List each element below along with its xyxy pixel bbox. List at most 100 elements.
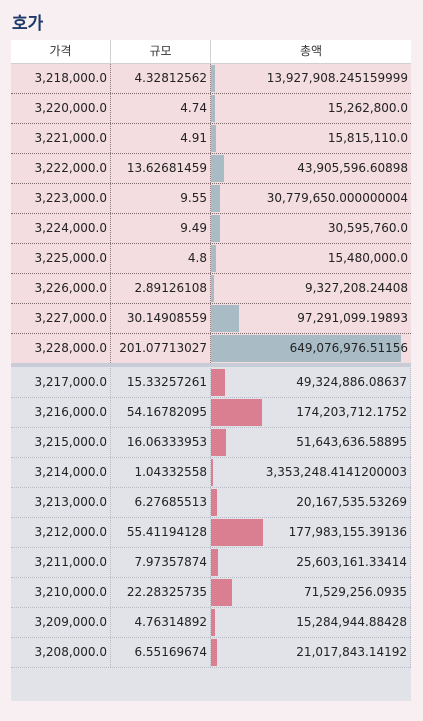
total-value: 51,643,636.58895	[296, 435, 407, 449]
size-cell: 1.04332558	[111, 458, 211, 487]
price-cell: 3,213,000.0	[11, 488, 111, 517]
orderbook-table: 가격 규모 총액 3,218,000.0 4.32812562 13,927,908…	[11, 40, 411, 701]
depth-bar	[211, 429, 226, 456]
table-header: 가격 규모 총액	[11, 40, 411, 64]
total-value: 30,595,760.0	[327, 221, 408, 235]
size-cell: 201.07713027	[111, 334, 211, 363]
table-row[interactable]: 3,224,000.0 9.49 30,595,760.0	[11, 214, 411, 244]
total-value: 49,324,886.08637	[296, 375, 407, 389]
table-row[interactable]: 3,223,000.0 9.55 30,779,650.000000004	[11, 184, 411, 214]
total-value: 649,076,976.51156	[289, 341, 408, 355]
table-row[interactable]: 3,216,000.0 54.16782095 174,203,712.1752	[11, 398, 411, 428]
depth-bar	[211, 399, 262, 426]
total-value: 15,815,110.0	[327, 131, 408, 145]
depth-bar	[211, 245, 216, 272]
total-cell: 43,905,596.60898	[211, 154, 411, 183]
price-cell: 3,225,000.0	[11, 244, 111, 273]
table-row[interactable]: 3,228,000.0 201.07713027 649,076,976.51156	[11, 334, 411, 364]
table-row[interactable]: 3,222,000.0 13.62681459 43,905,596.60898	[11, 154, 411, 184]
size-cell: 9.55	[111, 184, 211, 213]
depth-bar	[211, 95, 215, 122]
table-row[interactable]: 3,217,000.0 15.33257261 49,324,886.08637	[11, 368, 411, 398]
size-cell: 16.06333953	[111, 428, 211, 457]
size-cell: 54.16782095	[111, 398, 211, 427]
table-row[interactable]: 3,226,000.0 2.89126108 9,327,208.24408	[11, 274, 411, 304]
total-value: 25,603,161.33414	[296, 555, 407, 569]
total-cell: 649,076,976.51156	[211, 334, 411, 363]
total-cell: 15,262,800.0	[211, 94, 411, 123]
size-cell: 4.76314892	[111, 608, 211, 637]
depth-bar	[211, 549, 218, 576]
total-value: 97,291,099.19893	[297, 311, 408, 325]
total-cell: 174,203,712.1752	[211, 398, 411, 427]
size-cell: 4.91	[111, 124, 211, 153]
total-cell: 177,983,155.39136	[211, 518, 411, 547]
size-cell: 4.8	[111, 244, 211, 273]
depth-bar	[211, 155, 224, 182]
total-value: 15,262,800.0	[327, 101, 408, 115]
total-value: 20,167,535.53269	[296, 495, 407, 509]
price-cell: 3,222,000.0	[11, 154, 111, 183]
ask-bid-divider	[11, 363, 411, 367]
total-cell: 30,595,760.0	[211, 214, 411, 243]
total-cell: 20,167,535.53269	[211, 488, 411, 517]
depth-bar	[211, 275, 214, 302]
total-cell: 97,291,099.19893	[211, 304, 411, 333]
total-value: 9,327,208.24408	[304, 281, 408, 295]
table-row[interactable]: 3,220,000.0 4.74 15,262,800.0	[11, 94, 411, 124]
depth-bar	[211, 185, 220, 212]
price-cell: 3,228,000.0	[11, 334, 111, 363]
depth-bar	[211, 519, 263, 546]
table-row[interactable]: 3,214,000.0 1.04332558 3,353,248.414120000…	[11, 458, 411, 488]
table-row[interactable]: 3,212,000.0 55.41194128 177,983,155.39136	[11, 518, 411, 548]
total-cell: 9,327,208.24408	[211, 274, 411, 303]
price-cell: 3,220,000.0	[11, 94, 111, 123]
ask-rows: 3,218,000.0 4.32812562 13,927,908.24515999…	[11, 64, 411, 364]
size-cell: 13.62681459	[111, 154, 211, 183]
depth-bar	[211, 305, 239, 332]
price-cell: 3,218,000.0	[11, 64, 111, 93]
total-cell: 3,353,248.4141200003	[211, 458, 411, 487]
table-row[interactable]: 3,210,000.0 22.28325735 71,529,256.0935	[11, 578, 411, 608]
table-row[interactable]: 3,218,000.0 4.32812562 13,927,908.24515999…	[11, 64, 411, 94]
price-cell: 3,223,000.0	[11, 184, 111, 213]
total-cell: 15,815,110.0	[211, 124, 411, 153]
table-row[interactable]: 3,215,000.0 16.06333953 51,643,636.58895	[11, 428, 411, 458]
total-cell: 15,284,944.88428	[211, 608, 411, 637]
price-cell: 3,224,000.0	[11, 214, 111, 243]
table-row[interactable]: 3,213,000.0 6.27685513 20,167,535.53269	[11, 488, 411, 518]
table-row[interactable]: 3,211,000.0 7.97357874 25,603,161.33414	[11, 548, 411, 578]
price-cell: 3,227,000.0	[11, 304, 111, 333]
orderbook-title: 호가	[12, 14, 44, 34]
size-cell: 4.74	[111, 94, 211, 123]
total-value: 13,927,908.245159999	[266, 71, 408, 85]
price-cell: 3,210,000.0	[11, 578, 111, 607]
size-cell: 6.55169674	[111, 638, 211, 667]
price-cell: 3,215,000.0	[11, 428, 111, 457]
depth-bar	[211, 215, 220, 242]
table-row[interactable]: 3,209,000.0 4.76314892 15,284,944.88428	[11, 608, 411, 638]
table-row[interactable]: 3,221,000.0 4.91 15,815,110.0	[11, 124, 411, 154]
table-row[interactable]: 3,225,000.0 4.8 15,480,000.0	[11, 244, 411, 274]
size-cell: 30.14908559	[111, 304, 211, 333]
total-value: 177,983,155.39136	[288, 525, 407, 539]
table-row[interactable]: 3,208,000.0 6.55169674 21,017,843.14192	[11, 638, 411, 668]
total-value: 21,017,843.14192	[296, 645, 407, 659]
size-cell: 22.28325735	[111, 578, 211, 607]
header-price: 가격	[11, 40, 111, 63]
total-value: 71,529,256.0935	[303, 585, 407, 599]
depth-bar	[211, 335, 401, 362]
size-cell: 7.97357874	[111, 548, 211, 577]
size-cell: 15.33257261	[111, 368, 211, 397]
depth-bar	[211, 369, 225, 396]
depth-bar	[211, 459, 213, 486]
price-cell: 3,216,000.0	[11, 398, 111, 427]
depth-bar	[211, 609, 215, 636]
total-value: 15,284,944.88428	[296, 615, 407, 629]
total-cell: 25,603,161.33414	[211, 548, 411, 577]
size-cell: 9.49	[111, 214, 211, 243]
total-value: 30,779,650.000000004	[266, 191, 408, 205]
table-row[interactable]: 3,227,000.0 30.14908559 97,291,099.19893	[11, 304, 411, 334]
depth-bar	[211, 65, 215, 92]
size-cell: 55.41194128	[111, 518, 211, 547]
